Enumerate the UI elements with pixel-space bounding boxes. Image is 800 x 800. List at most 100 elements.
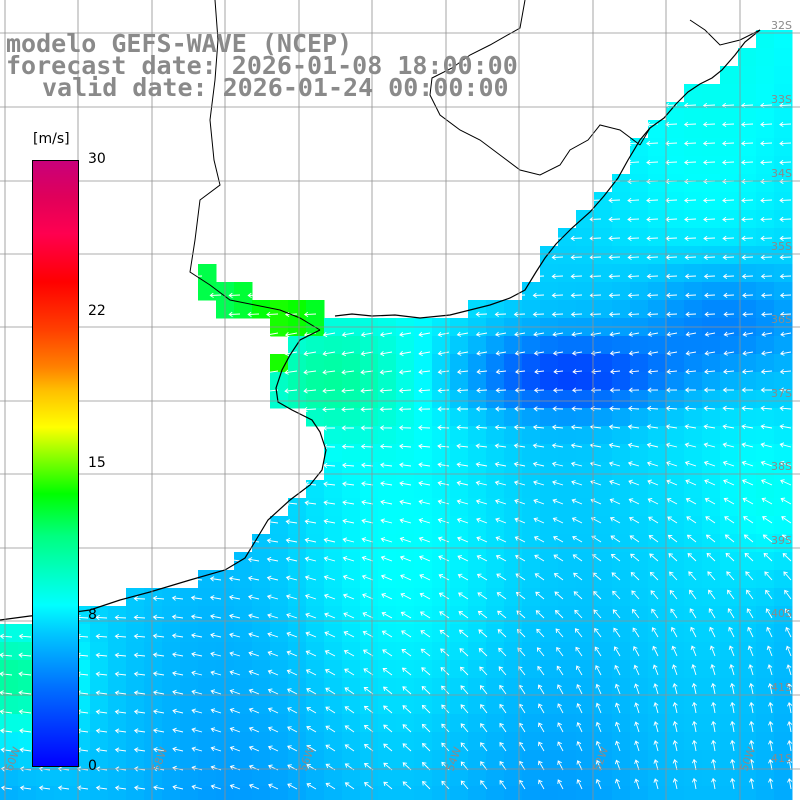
wind-speed-cell: [774, 426, 793, 445]
wind-speed-cell: [468, 354, 487, 373]
wind-speed-cell: [288, 732, 307, 751]
wind-speed-cell: [522, 642, 541, 661]
wind-arrow: [651, 608, 659, 619]
wind-speed-cell: [648, 480, 667, 499]
wind-arrow: [95, 728, 108, 734]
wind-speed-cell: [594, 300, 613, 319]
wind-speed-cell: [720, 354, 739, 373]
wind-speed-cell: [486, 372, 505, 391]
wind-speed-cell: [306, 336, 325, 355]
wind-arrow: [743, 534, 754, 543]
wind-speed-cell: [702, 246, 721, 265]
wind-arrow: [685, 369, 697, 375]
wind-speed-cell: [360, 516, 379, 535]
wind-arrow: [399, 480, 412, 487]
wind-speed-cell: [612, 570, 631, 589]
wind-arrow: [458, 611, 469, 619]
wind-speed-cell: [540, 462, 559, 481]
wind-arrow: [764, 571, 773, 581]
wind-speed-cell: [558, 480, 577, 499]
wind-arrow: [457, 573, 469, 581]
wind-speed-cell: [198, 696, 217, 715]
wind-arrow: [480, 704, 488, 714]
wind-speed-cell: [648, 750, 667, 769]
wind-arrow: [228, 576, 241, 582]
wind-arrow: [741, 479, 754, 486]
wind-speed-cell: [576, 660, 595, 679]
wind-arrow: [95, 652, 108, 658]
wind-speed-cell: [486, 336, 505, 355]
wind-speed-cell: [666, 264, 685, 283]
wind-speed-cell: [324, 408, 343, 427]
wind-speed-cell: [198, 282, 217, 301]
wind-speed-cell: [756, 174, 775, 193]
wind-speed-cell: [432, 372, 451, 391]
wind-arrow: [670, 608, 678, 619]
wind-arrow: [153, 785, 165, 791]
wind-speed-cell: [180, 768, 199, 787]
wind-speed-cell: [648, 498, 667, 517]
wind-arrow: [646, 216, 659, 222]
wind-speed-cell: [378, 534, 397, 553]
wind-speed-cell: [450, 372, 469, 391]
wind-arrow: [728, 645, 735, 657]
wind-speed-cell: [774, 30, 793, 49]
wind-arrow: [475, 331, 488, 337]
wind-speed-cell: [234, 768, 253, 787]
wind-speed-cell: [612, 174, 631, 193]
wind-arrow: [740, 159, 754, 165]
wind-arrow: [627, 273, 640, 279]
wind-speed-cell: [666, 570, 685, 589]
wind-arrow: [760, 387, 772, 393]
wind-speed-cell: [594, 570, 613, 589]
wind-speed-cell: [234, 750, 253, 769]
wind-arrow: [305, 631, 317, 638]
wind-speed-cell: [504, 570, 523, 589]
wind-arrow: [323, 500, 336, 506]
wind-arrow: [422, 781, 431, 790]
wind-speed-cell: [162, 588, 181, 607]
wind-speed-cell: [594, 552, 613, 571]
wind-speed-cell: [360, 624, 379, 643]
wind-arrow: [267, 613, 279, 619]
wind-speed-cell: [648, 426, 667, 445]
wind-speed-cell: [486, 426, 505, 445]
wind-speed-cell: [648, 678, 667, 697]
wind-arrow: [268, 726, 279, 733]
wind-speed-cell: [108, 768, 127, 787]
wind-speed-cell: [342, 624, 361, 643]
wind-arrow: [267, 650, 279, 657]
wind-speed-cell: [378, 624, 397, 643]
wind-arrow: [783, 571, 792, 581]
wind-arrow: [286, 613, 298, 619]
wind-speed-cell: [648, 228, 667, 247]
wind-speed-cell: [612, 696, 631, 715]
wind-arrow: [341, 444, 355, 450]
wind-speed-cell: [738, 336, 757, 355]
wind-arrow: [646, 140, 659, 146]
wind-arrow: [460, 780, 469, 790]
wind-speed-cell: [756, 642, 775, 661]
wind-speed-cell: [162, 732, 181, 751]
wind-speed-cell: [324, 768, 343, 787]
wind-arrow: [742, 331, 754, 337]
wind-arrow: [768, 701, 774, 714]
wind-arrow: [536, 647, 545, 657]
wind-speed-cell: [414, 516, 433, 535]
wind-speed-cell: [612, 264, 631, 283]
wind-arrow: [741, 254, 754, 260]
wind-speed-cell: [342, 696, 361, 715]
wind-speed-cell: [342, 750, 361, 769]
wind-arrow: [703, 254, 716, 260]
wind-arrow: [475, 424, 488, 431]
wind-speed-cell: [648, 300, 667, 319]
wind-arrow: [711, 701, 717, 714]
wind-speed-cell: [594, 372, 613, 391]
wind-arrow: [513, 443, 526, 449]
wind-arrow: [730, 777, 736, 790]
wind-speed-cell: [684, 642, 703, 661]
wind-arrow: [672, 701, 678, 714]
wind-speed-cell: [684, 336, 703, 355]
wind-arrow: [19, 785, 32, 791]
wind-arrow: [475, 406, 487, 412]
